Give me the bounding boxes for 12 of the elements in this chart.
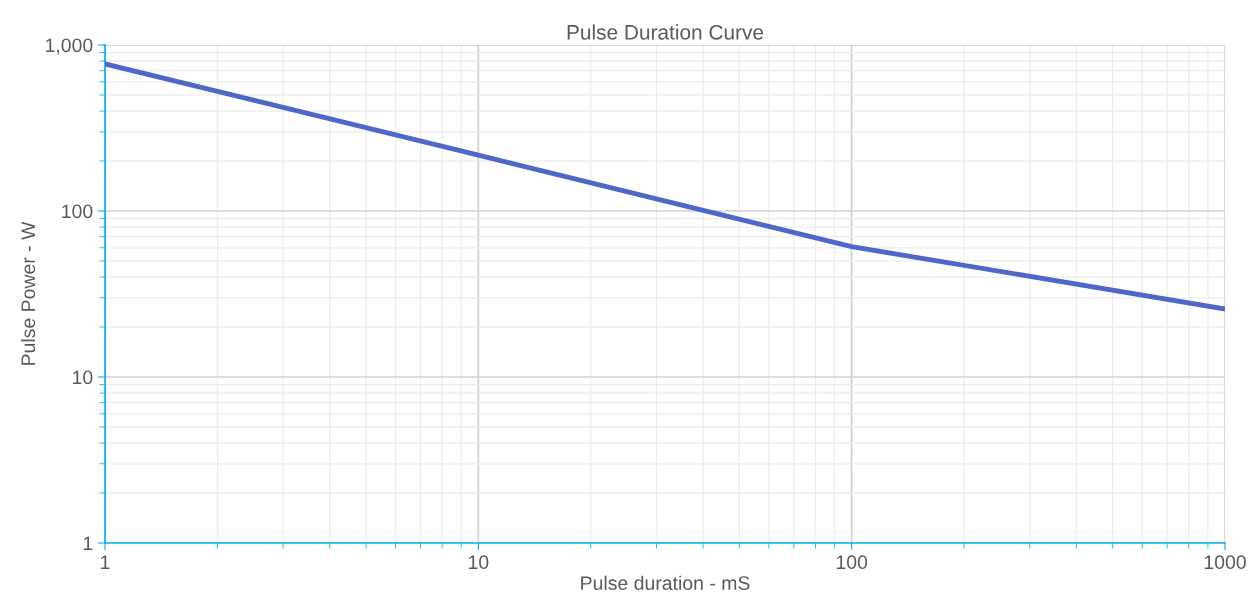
line-series (105, 61, 1225, 312)
x-tick-label: 100 (836, 555, 868, 570)
x-tick-label: 1000 (1204, 555, 1246, 570)
y-tick-label: 1 (83, 536, 93, 551)
chart-title: Pulse Duration Curve (567, 24, 764, 40)
y-tick-label: 100 (62, 204, 93, 219)
y-tick-label: 1,000 (46, 38, 93, 55)
x-tick-label: 1 (101, 555, 110, 569)
y-tick-label: 10 (73, 370, 93, 385)
x-axis-title: Pulse duration - mS (581, 575, 750, 590)
y-axis-title: Pulse Power - W (20, 221, 36, 365)
x-tick-label: 10 (469, 555, 489, 570)
